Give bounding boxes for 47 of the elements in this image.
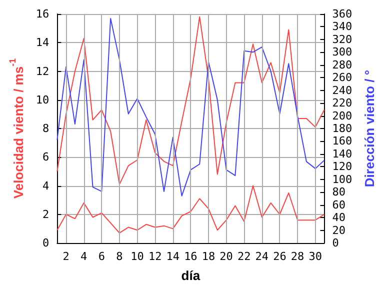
x-tick-label: 2	[62, 250, 70, 263]
x-tick-label: 24	[255, 250, 269, 263]
y2-tick-label: 300	[332, 46, 352, 59]
y-tick-label: 10	[36, 93, 50, 106]
y2-tick-label: 220	[332, 96, 352, 110]
x-tick-label: 28	[290, 250, 304, 263]
y2-tick-label: 160	[332, 134, 352, 148]
y2-tick-label: 60	[332, 198, 346, 212]
y2-tick-label: 0	[332, 236, 339, 250]
x-tick-label: 30	[308, 250, 322, 263]
x-tick-label: 8	[116, 250, 123, 263]
y-tick-label: 12	[36, 64, 50, 78]
x-tick-label: 12	[148, 250, 162, 263]
y-tick-label: 6	[42, 150, 50, 164]
y2-tick-label: 180	[332, 122, 352, 135]
y-tick-label: 0	[42, 236, 50, 250]
y2-tick-label: 140	[332, 147, 352, 160]
y2-tick-label: 120	[332, 160, 352, 174]
y2-tick-label: 360	[332, 8, 352, 20]
x-tick-label: 26	[273, 250, 286, 263]
y2-tick-label: 40	[332, 211, 346, 224]
line-series	[56, 185, 325, 234]
y2-tick-label: 20	[332, 224, 346, 237]
y2-tick-label: 200	[332, 109, 352, 122]
x-tick-label: 14	[166, 250, 180, 263]
x-tick-label: 16	[184, 250, 198, 263]
y-tick-label: 16	[36, 8, 50, 20]
x-tick-label: 22	[237, 250, 251, 263]
y-tick-label: 2	[42, 208, 50, 221]
y2-tick-label: 280	[332, 58, 352, 72]
x-tick-label: 6	[98, 250, 105, 263]
y2-tick-label: 340	[332, 20, 352, 34]
y-tick-label: 14	[36, 36, 50, 50]
x-tick-label: 20	[220, 250, 233, 263]
y-axis-title: Velocidad viento / ms-1	[8, 58, 26, 199]
y2-tick-label: 320	[332, 32, 352, 46]
x-tick-label: 10	[130, 250, 144, 263]
y2-tick-label: 100	[332, 172, 352, 186]
x-tick-label: 18	[202, 250, 216, 263]
x-axis-title: día	[181, 268, 201, 283]
y2-tick-label: 260	[332, 71, 352, 84]
y2-tick-label: 240	[332, 84, 352, 97]
y2-tick-label: 80	[332, 186, 346, 199]
y2-axis-title: Dirección viento / °	[362, 70, 377, 188]
y-tick-label: 4	[42, 179, 50, 192]
y-tick-label: 8	[42, 122, 50, 135]
x-tick-label: 4	[80, 250, 88, 263]
